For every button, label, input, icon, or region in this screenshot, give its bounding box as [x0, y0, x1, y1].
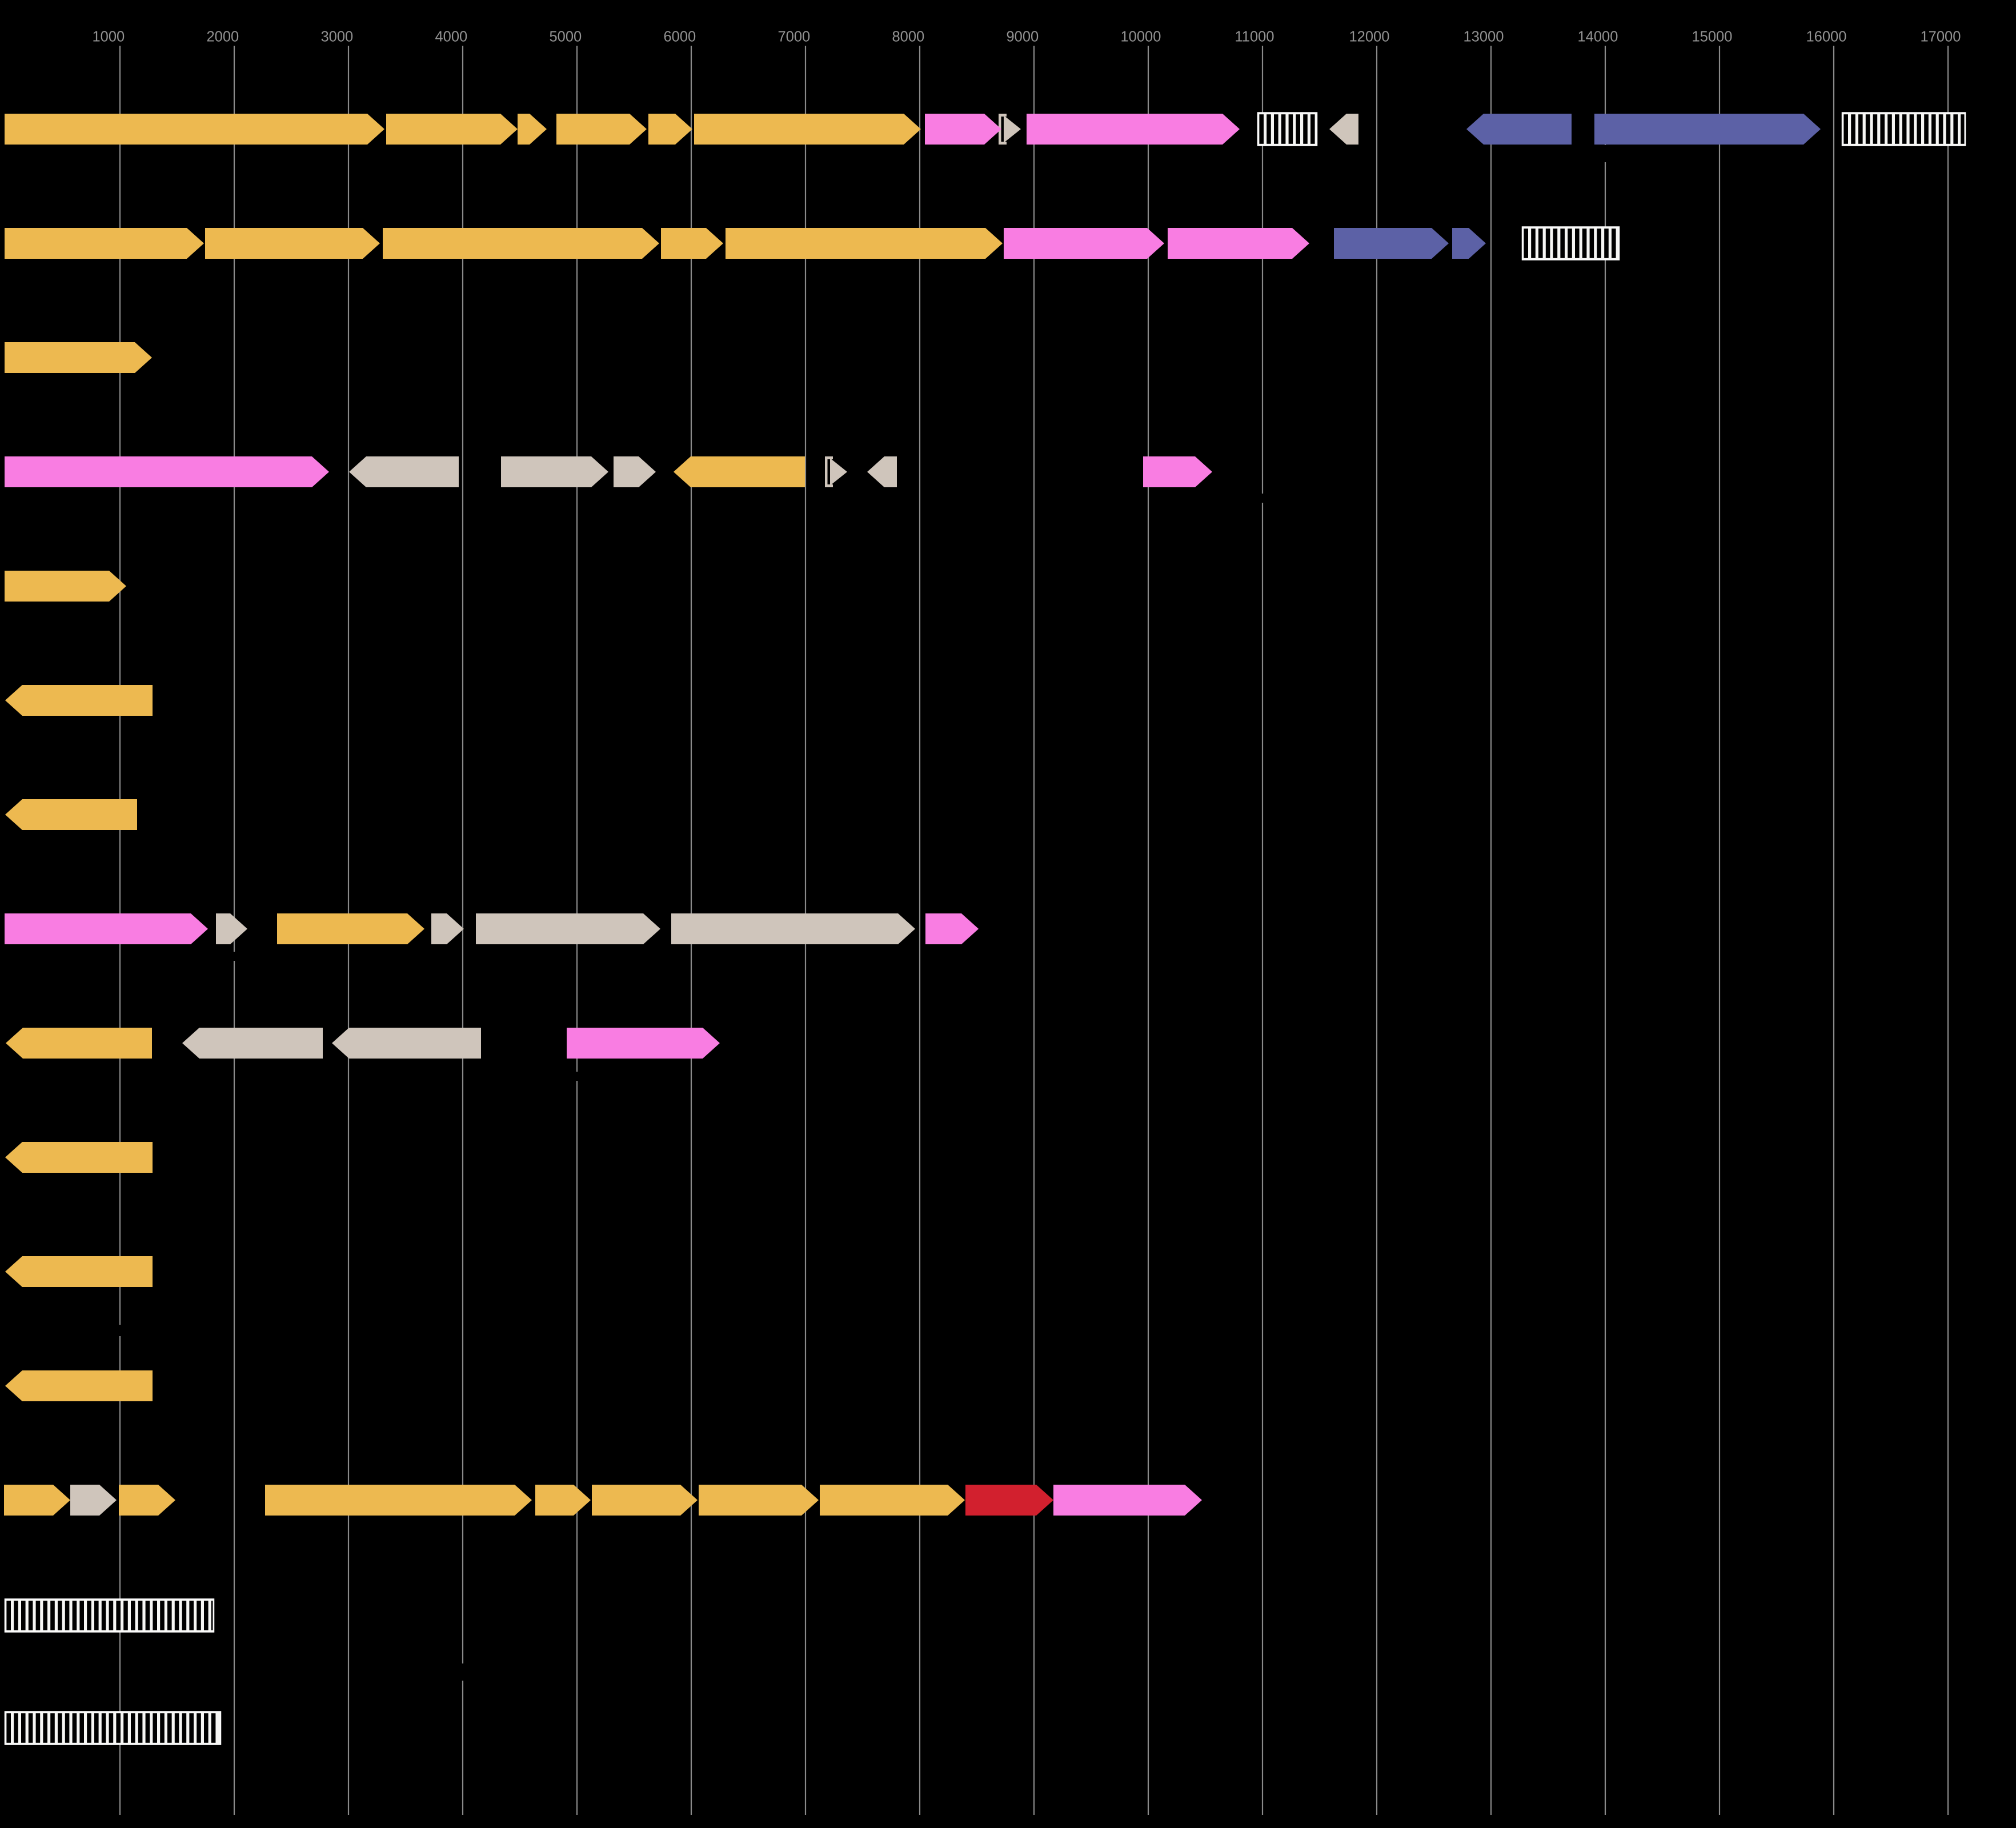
svg-text:5000: 5000: [550, 29, 582, 45]
svg-text:9000: 9000: [1007, 29, 1039, 45]
svg-text:10000: 10000: [1121, 29, 1161, 45]
svg-text:14000: 14000: [1578, 29, 1618, 45]
svg-text:3000: 3000: [321, 29, 354, 45]
svg-text:12000: 12000: [1349, 29, 1390, 45]
svg-text:6000: 6000: [664, 29, 696, 45]
svg-text:15000: 15000: [1692, 29, 1733, 45]
svg-text:11000: 11000: [1235, 29, 1274, 45]
svg-text:7000: 7000: [778, 29, 811, 45]
svg-text:4000: 4000: [435, 29, 468, 45]
svg-text:16000: 16000: [1806, 29, 1847, 45]
svg-text:1000: 1000: [93, 29, 125, 45]
svg-text:13000: 13000: [1464, 29, 1504, 45]
svg-text:2000: 2000: [207, 29, 239, 45]
svg-text:8000: 8000: [892, 29, 925, 45]
svg-text:17000: 17000: [1921, 29, 1961, 45]
